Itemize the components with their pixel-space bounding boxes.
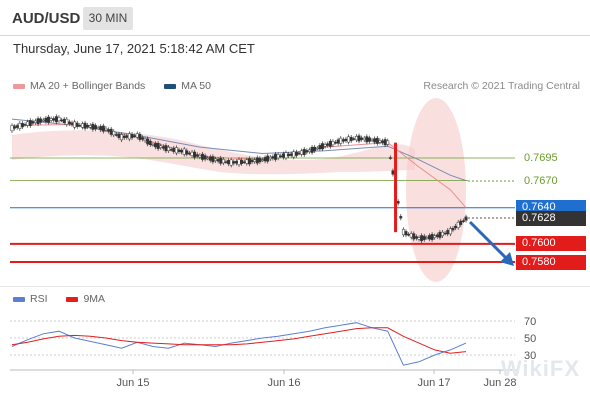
watermark: WikiFX: [500, 356, 580, 381]
timeframe-badge[interactable]: 30 MIN: [83, 7, 133, 30]
rsi-series-group: [11, 322, 467, 366]
level-lines: [10, 157, 515, 263]
legend-label-ma20-bb: MA 20 + Bollinger Bands: [30, 80, 146, 92]
rsi-tick-label-50: 50: [524, 333, 536, 345]
legend-label-ma50: MA 50: [181, 80, 211, 92]
bollinger-band-shade: [12, 130, 415, 175]
rsi-line-9ma: [11, 327, 467, 354]
panel-divider: [0, 286, 590, 287]
candle-body: [148, 140, 152, 145]
chart-header: AUD/USD 30 MIN: [0, 0, 590, 36]
symbol-title: AUD/USD: [12, 10, 81, 27]
candle-body: [399, 216, 403, 219]
candle-body: [167, 146, 171, 152]
legend-label-rsi: RSI: [30, 293, 48, 305]
candle-body: [94, 125, 97, 130]
candle-body: [185, 150, 189, 155]
legend-label-9ma: 9MA: [83, 293, 106, 305]
legend-item-ma20-bb: MA 20 + Bollinger Bands: [13, 80, 148, 92]
drop-candle: [394, 142, 398, 233]
candle-body: [141, 137, 144, 140]
x-tick-label: Jun 16: [267, 377, 300, 389]
projection-arrow: [468, 220, 509, 261]
x-tick-label: Jun 17: [417, 377, 450, 389]
candle-body: [461, 220, 465, 222]
x-tick-label: Jun 15: [116, 377, 149, 389]
last-price-label: 0.7628: [516, 211, 586, 226]
rsi-tick-label-30: 30: [524, 350, 536, 362]
main-legend: MA 20 + Bollinger Bands MA 50: [13, 80, 227, 92]
legend-swatch-rsi: [13, 296, 25, 302]
candle-body: [57, 117, 61, 122]
level-label-s1: 0.7600: [516, 236, 586, 251]
legend-item-rsi: RSI: [13, 293, 50, 305]
candle-body: [138, 133, 142, 140]
rsi-gridlines: 70 50 30: [10, 316, 536, 362]
legend-item-ma50: MA 50: [164, 80, 211, 92]
legend-item-9ma: 9MA: [66, 293, 105, 305]
candle-body: [451, 227, 455, 231]
candle-body: [112, 131, 116, 136]
research-credit: Research © 2021 Trading Central: [423, 80, 580, 92]
level-label-r2: 0.7695: [524, 152, 558, 164]
projection-arrowhead: [500, 252, 514, 266]
candle-body: [459, 220, 463, 225]
rsi-legend: RSI 9MA: [13, 293, 121, 305]
candle-body: [388, 157, 392, 159]
rsi-tick-label-70: 70: [524, 316, 536, 328]
x-tick-label: Jun 28: [483, 377, 516, 389]
last-price-point: [464, 216, 468, 221]
candle-body: [456, 221, 460, 228]
candle-body: [203, 155, 207, 160]
candle-body: [448, 228, 452, 235]
candle-body: [221, 159, 225, 164]
timestamp: Thursday, June 17, 2021 5:18:42 AM CET: [13, 41, 255, 56]
x-axis-ticks: Jun 15 Jun 16 Jun 17 Jun 28: [116, 370, 517, 389]
candle-body: [386, 140, 390, 145]
rsi-line-rsi: [11, 322, 467, 366]
level-label-r1: 0.7670: [524, 175, 558, 187]
candles-group: [10, 114, 468, 244]
candle-body: [75, 122, 79, 127]
candle-body: [404, 231, 408, 236]
candle-body: [104, 127, 108, 131]
legend-swatch-9ma: [66, 296, 79, 302]
legend-swatch-ma50: [164, 83, 177, 89]
level-label-s2: 0.7580: [516, 255, 586, 270]
candle-body: [368, 137, 371, 142]
legend-swatch-ma20-bb: [13, 83, 25, 89]
